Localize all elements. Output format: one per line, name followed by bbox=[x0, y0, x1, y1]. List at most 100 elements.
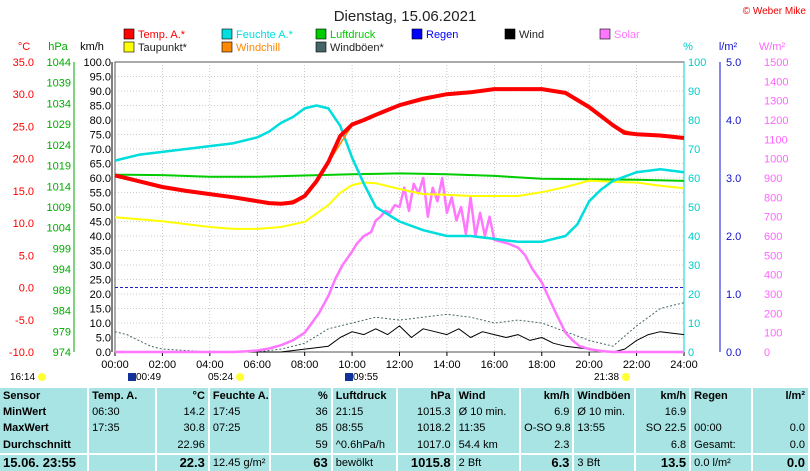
current-gust-beaufort: 3 Bft bbox=[573, 452, 636, 471]
axis-tick-label: 1000 bbox=[764, 154, 788, 166]
series-line bbox=[114, 87, 685, 206]
axis-tick-label: 1039 bbox=[47, 78, 71, 90]
current-abs-humidity: 12.45 g/m² bbox=[208, 452, 272, 471]
current-gust: 13.5 bbox=[634, 452, 692, 471]
header-humidity: Feuchte A. bbox=[208, 388, 272, 405]
axis-tick-label: 55.0 bbox=[90, 188, 111, 200]
sun-icon bbox=[235, 373, 244, 382]
header-sensor: Sensor bbox=[0, 388, 90, 405]
axis-tick-label: 30.0 bbox=[13, 89, 34, 101]
axis-tick-label: 10.0 bbox=[90, 318, 111, 330]
axis-tick-label: 5.0 bbox=[726, 57, 741, 69]
legend-swatch bbox=[123, 41, 135, 53]
legend-label: Windchill bbox=[236, 42, 280, 54]
temp-min-time: 06:30 bbox=[88, 404, 157, 421]
pressure-max-time: 08:55 bbox=[331, 420, 399, 437]
current-wind-beaufort: 2 Bft bbox=[454, 452, 522, 471]
legend-label: Luftdruck bbox=[330, 29, 376, 41]
axis-tick-label: 85.0 bbox=[90, 101, 111, 113]
legend-label: Temp. A.* bbox=[138, 29, 186, 41]
axis-unit: % bbox=[683, 41, 693, 53]
astro-marker-time: 21:38 bbox=[594, 372, 620, 383]
axis-tick-label: 989 bbox=[53, 285, 71, 297]
legend-label: Taupunkt* bbox=[138, 42, 188, 54]
axis-tick-label: 35.0 bbox=[90, 246, 111, 258]
axis-tick-label: 1200 bbox=[764, 115, 788, 127]
axis-tick-label: 20 bbox=[688, 289, 700, 301]
stats-row-min: MinWert 06:30 14.2 17:45 36 21:15 1015.3… bbox=[0, 404, 810, 421]
astro-marker-time: 09:55 bbox=[353, 372, 379, 383]
axis-tick-label: 1024 bbox=[47, 140, 71, 152]
header-wind-unit: km/h bbox=[520, 388, 575, 405]
header-rain: Regen bbox=[690, 388, 753, 405]
axis-tick-label: 90 bbox=[688, 86, 700, 98]
stats-header-row: Sensor Temp. A. °C Feuchte A. % Luftdruc… bbox=[0, 388, 810, 405]
axis-tick-label: 30 bbox=[688, 260, 700, 272]
header-temp-unit: °C bbox=[155, 388, 210, 405]
sun-icon bbox=[621, 373, 630, 382]
pressure-avg-value: 1017.0 bbox=[397, 436, 456, 454]
header-rain-unit: l/m² bbox=[751, 388, 810, 405]
axis-tick-label: 0 bbox=[688, 347, 694, 359]
humidity-max-value: 85 bbox=[270, 420, 333, 437]
axis-tick-label: 100 bbox=[764, 328, 782, 340]
statistics-table: Sensor Temp. A. °C Feuchte A. % Luftdruc… bbox=[0, 388, 810, 471]
current-wind: 6.3 bbox=[520, 452, 575, 471]
temp-min-value: 14.2 bbox=[155, 404, 210, 421]
legend-swatch bbox=[315, 28, 327, 40]
row-label: Durchschnitt bbox=[0, 436, 90, 454]
axis-tick-label: 800 bbox=[764, 192, 782, 204]
legend-swatch bbox=[221, 28, 233, 40]
x-tick-label: 04:00 bbox=[196, 359, 224, 371]
astro-marker: 21:38 bbox=[594, 372, 630, 383]
x-tick-label: 00:00 bbox=[101, 359, 129, 371]
x-tick-label: 12:00 bbox=[386, 359, 414, 371]
axis-tick-label: 1500 bbox=[764, 57, 788, 69]
legend-label: Solar bbox=[614, 29, 640, 41]
axis-tick-label: 1014 bbox=[47, 181, 71, 193]
gust-avg-value: 16.9 bbox=[634, 404, 692, 421]
axis-tick-label: 40.0 bbox=[90, 231, 111, 243]
axis-tick-label: 80.0 bbox=[90, 115, 111, 127]
series-line bbox=[114, 104, 685, 244]
axis-tick-label: 65.0 bbox=[90, 159, 111, 171]
axis-tick-label: 700 bbox=[764, 212, 782, 224]
moon-icon bbox=[345, 373, 353, 382]
legend-swatch bbox=[221, 41, 233, 53]
axis-tick-label: 1004 bbox=[47, 223, 71, 235]
axis-tick-label: 1100 bbox=[764, 134, 788, 146]
series-line bbox=[114, 179, 685, 230]
x-tick-label: 22:00 bbox=[623, 359, 651, 371]
axis-tick-label: 1029 bbox=[47, 119, 71, 131]
header-temp: Temp. A. bbox=[88, 388, 157, 405]
gust-max-time: 13:55 bbox=[573, 420, 636, 437]
axis-tick-label: 60 bbox=[688, 173, 700, 185]
current-rain-today: 0.0 l/m² bbox=[690, 452, 753, 471]
axis-tick-label: 95.0 bbox=[90, 72, 111, 84]
x-tick-label: 14:00 bbox=[433, 359, 461, 371]
axis-tick-label: 70.0 bbox=[90, 144, 111, 156]
astro-marker-time: 00:49 bbox=[136, 372, 162, 383]
rain-total-value: 0.0 bbox=[751, 436, 810, 454]
axis-tick-label: 15.0 bbox=[13, 186, 34, 198]
axis-unit: hPa bbox=[48, 41, 68, 53]
astro-marker: 00:49 bbox=[128, 372, 161, 383]
pressure-trend: ^0.6hPa/h bbox=[331, 436, 399, 454]
axis-tick-label: 75.0 bbox=[90, 130, 111, 142]
series-line bbox=[115, 176, 684, 354]
axis-unit: l/m² bbox=[719, 41, 738, 53]
rain-cell bbox=[751, 404, 810, 421]
axis-tick-label: 1400 bbox=[764, 76, 788, 88]
axis-tick-label: 30.0 bbox=[90, 260, 111, 272]
legend-label: Regen bbox=[426, 29, 458, 41]
temp-avg-time bbox=[88, 436, 157, 454]
chart-title: Dienstag, 15.06.2021 bbox=[334, 8, 477, 25]
axis-tick-label: 500 bbox=[764, 250, 782, 262]
axis-tick-label: 999 bbox=[53, 243, 71, 255]
current-weather-text: bewölkt bbox=[331, 452, 399, 471]
header-pressure-unit: hPa bbox=[397, 388, 456, 405]
header-gusts: Windböen bbox=[573, 388, 636, 405]
legend-swatch bbox=[599, 28, 611, 40]
x-tick-label: 20:00 bbox=[575, 359, 603, 371]
wind-avg-speed: 2.3 bbox=[520, 436, 575, 454]
